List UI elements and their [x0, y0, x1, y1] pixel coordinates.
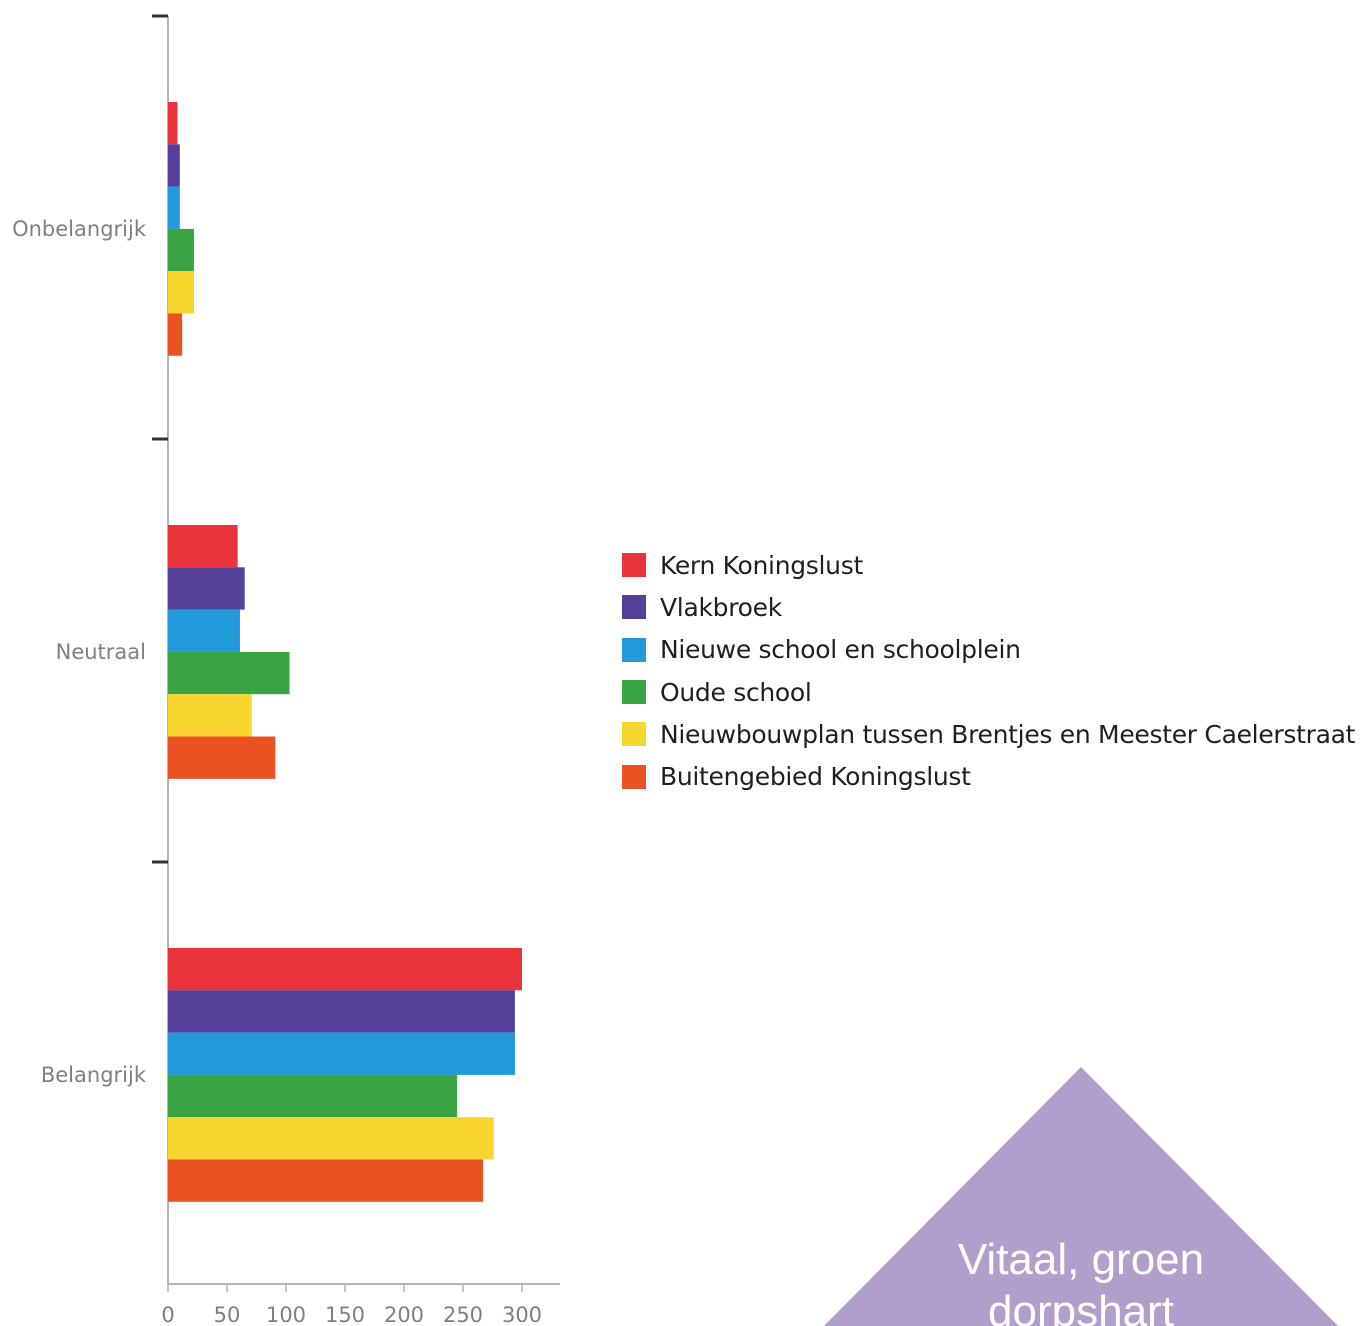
category-label: Neutraal [56, 640, 146, 664]
bar [168, 651, 290, 695]
x-tick-label: 0 [161, 1303, 174, 1326]
bar [168, 609, 240, 652]
legend-swatch [622, 680, 646, 705]
legend-item-oude-school: Oude school [622, 671, 1355, 713]
bar [168, 567, 245, 610]
legend-label: Oude school [660, 677, 812, 707]
x-tick-label: 100 [266, 1303, 306, 1326]
legend-swatch [622, 637, 646, 662]
legend-label: Buitengebied Koningslust [660, 762, 971, 792]
x-tick-label: 200 [384, 1303, 424, 1326]
bar [168, 1159, 484, 1202]
bar [168, 271, 194, 314]
legend-item-nieuwbouwplan: Nieuwbouwplan tussen Brentjes en Meester… [622, 713, 1355, 755]
x-tick-label: 50 [214, 1303, 241, 1326]
bar [168, 736, 276, 779]
bar [168, 694, 252, 737]
bar [168, 990, 515, 1033]
legend-label: Nieuwe school en schoolplein [660, 635, 1021, 665]
legend-swatch [622, 595, 646, 620]
bar [168, 1032, 515, 1075]
legend-item-vlakbroek: Vlakbroek [622, 586, 1355, 628]
bar [168, 102, 178, 145]
bar [168, 1117, 494, 1160]
bar [168, 228, 194, 272]
bar [168, 313, 183, 356]
bar [168, 525, 238, 568]
legend-item-kern-koningslust: Kern Koningslust [622, 544, 1355, 586]
legend-swatch [622, 553, 646, 578]
x-tick-label: 150 [325, 1303, 365, 1326]
legend-label: Nieuwbouwplan tussen Brentjes en Meester… [660, 719, 1356, 749]
legend-label: Vlakbroek [660, 592, 782, 622]
bar [168, 948, 522, 991]
category-label: Belangrijk [41, 1063, 147, 1087]
legend-item-buitengebied: Buitengebied Koningslust [622, 755, 1355, 797]
x-tick-label: 250 [443, 1303, 483, 1326]
category-label: Onbelangrijk [12, 217, 147, 241]
legend: Kern Koningslust Vlakbroek Nieuwe school… [622, 544, 1355, 798]
legend-label: Kern Koningslust [660, 550, 863, 580]
bar [168, 186, 180, 229]
x-tick-label: 300 [502, 1303, 542, 1326]
bar [168, 144, 180, 187]
legend-item-nieuwe-school: Nieuwe school en schoolplein [622, 629, 1355, 671]
legend-swatch [622, 764, 646, 789]
bar [168, 1074, 458, 1118]
legend-swatch [622, 722, 646, 747]
